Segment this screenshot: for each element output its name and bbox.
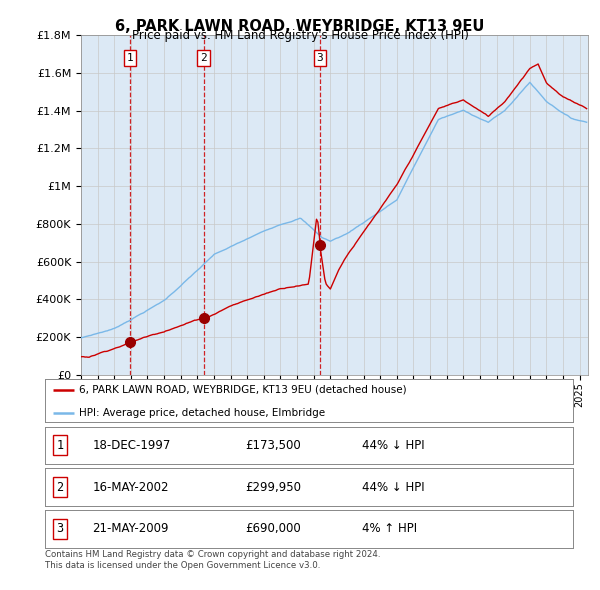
Text: 2: 2 xyxy=(200,53,207,63)
Text: £690,000: £690,000 xyxy=(245,522,301,536)
Text: 44% ↓ HPI: 44% ↓ HPI xyxy=(362,438,424,452)
Text: 3: 3 xyxy=(317,53,323,63)
Text: 4% ↑ HPI: 4% ↑ HPI xyxy=(362,522,417,536)
Text: 21-MAY-2009: 21-MAY-2009 xyxy=(92,522,169,536)
Text: 1: 1 xyxy=(56,438,64,452)
Text: £173,500: £173,500 xyxy=(245,438,301,452)
Text: HPI: Average price, detached house, Elmbridge: HPI: Average price, detached house, Elmb… xyxy=(79,408,325,418)
Text: £299,950: £299,950 xyxy=(245,480,302,494)
Text: 44% ↓ HPI: 44% ↓ HPI xyxy=(362,480,424,494)
Text: 1: 1 xyxy=(127,53,134,63)
Text: 16-MAY-2002: 16-MAY-2002 xyxy=(92,480,169,494)
Text: 2: 2 xyxy=(56,480,64,494)
Text: 18-DEC-1997: 18-DEC-1997 xyxy=(92,438,171,452)
Text: 6, PARK LAWN ROAD, WEYBRIDGE, KT13 9EU (detached house): 6, PARK LAWN ROAD, WEYBRIDGE, KT13 9EU (… xyxy=(79,385,407,395)
Text: 3: 3 xyxy=(56,522,64,536)
Text: 6, PARK LAWN ROAD, WEYBRIDGE, KT13 9EU: 6, PARK LAWN ROAD, WEYBRIDGE, KT13 9EU xyxy=(115,19,485,34)
Text: Contains HM Land Registry data © Crown copyright and database right 2024.
This d: Contains HM Land Registry data © Crown c… xyxy=(45,550,380,570)
Text: Price paid vs. HM Land Registry's House Price Index (HPI): Price paid vs. HM Land Registry's House … xyxy=(131,30,469,42)
